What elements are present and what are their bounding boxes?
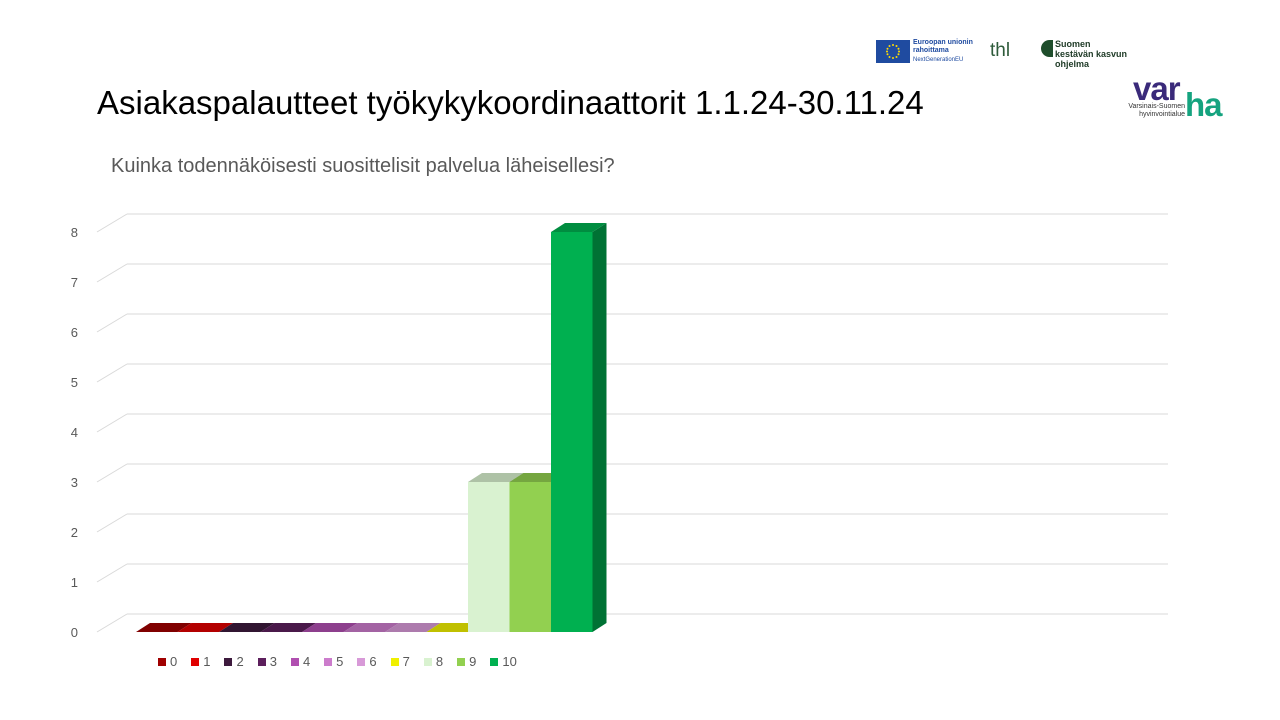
skk-text-line2: kestävän kasvun (1055, 49, 1128, 59)
varha-logo-part1: var (1133, 70, 1181, 107)
legend-label: 9 (469, 654, 477, 669)
bar (468, 482, 510, 632)
eu-text-line3: NextGenerationEU (913, 57, 964, 63)
y-tick-label: 3 (71, 475, 78, 490)
legend-label: 4 (302, 654, 311, 669)
bar-top (343, 623, 399, 632)
y-tick-label: 6 (71, 325, 78, 340)
thl-logo: thl (990, 40, 1011, 61)
legend-swatch (158, 657, 166, 666)
skk-leaf-icon (1041, 40, 1053, 57)
legend-label: 5 (336, 654, 344, 669)
skk-text-line3: ohjelma (1055, 59, 1090, 69)
legend-swatch (290, 657, 299, 666)
legend-swatch (390, 657, 399, 666)
bar-top (219, 623, 275, 632)
y-tick-label: 2 (71, 525, 78, 540)
gridline-depth (96, 213, 128, 233)
legend-label: 8 (435, 654, 444, 669)
gridline-depth (96, 363, 128, 383)
y-tick-label: 8 (71, 225, 78, 240)
legend-item: 9 (457, 654, 476, 669)
y-tick-label: 7 (71, 275, 78, 290)
legend-swatch (490, 657, 499, 666)
y-tick-label: 5 (71, 375, 78, 390)
legend-item: 0 (158, 654, 177, 669)
varha-sub-line1: Varsinais-Suomen (1128, 103, 1185, 110)
gridline-depth (96, 513, 128, 533)
legend-item: 1 (191, 654, 210, 669)
bar (551, 232, 593, 632)
eu-flag-icon (876, 40, 910, 63)
bar-side (592, 223, 607, 632)
y-tick-label: 4 (71, 425, 78, 440)
gridline-depth (96, 413, 128, 433)
gridline-depth (96, 613, 128, 633)
eu-text-line2: rahoittama (913, 47, 949, 54)
bar-top (177, 623, 233, 632)
bar (509, 482, 551, 632)
varha-sub-line2: hyvinvointialue (1139, 111, 1185, 118)
legend-swatch (357, 657, 366, 666)
bar-top (551, 223, 607, 232)
y-tick-label: 0 (71, 625, 78, 640)
bar-top (136, 623, 192, 632)
legend-label: 3 (269, 654, 277, 669)
legend-item: 2 (224, 654, 244, 669)
bar-top (260, 623, 316, 632)
slide-title: Asiakaspalautteet työkykykoordinaattorit… (97, 84, 924, 121)
legend-swatch (224, 657, 233, 666)
legend-item: 5 (324, 654, 343, 669)
legend-label: 0 (170, 654, 178, 669)
chart-legend: 0 1 2 3 4 5 6 7 8 9 10 (158, 654, 531, 669)
gridline-depth (96, 313, 128, 333)
legend-swatch (324, 657, 333, 666)
legend-swatch (191, 657, 200, 666)
y-tick-label: 1 (71, 575, 78, 590)
skk-text-line1: Suomen (1055, 39, 1091, 49)
legend-swatch (257, 657, 266, 666)
legend-label: 1 (203, 654, 211, 669)
gridline-depth (96, 463, 128, 483)
legend-label: 6 (369, 654, 377, 669)
legend-swatch (423, 657, 432, 666)
legend-item: 7 (390, 654, 410, 669)
bar-top (468, 473, 524, 482)
legend-item: 4 (290, 654, 311, 669)
chart-title: Kuinka todennäköisesti suosittelisit pal… (111, 155, 615, 177)
legend-item: 8 (423, 654, 444, 669)
gridline-depth (96, 263, 128, 283)
eu-text-line1: Euroopan unionin (913, 39, 973, 46)
legend-label: 10 (502, 654, 517, 669)
varha-logo-part2: ha (1185, 86, 1223, 123)
legend-item: 10 (490, 654, 517, 669)
legend-label: 7 (402, 654, 410, 669)
gridline-depth (96, 563, 128, 583)
legend-label: 2 (236, 654, 244, 669)
bar-top (302, 623, 358, 632)
legend-swatch (457, 657, 466, 666)
legend-item: 3 (257, 654, 277, 669)
legend-item: 6 (357, 654, 377, 669)
bar-top (385, 623, 441, 632)
